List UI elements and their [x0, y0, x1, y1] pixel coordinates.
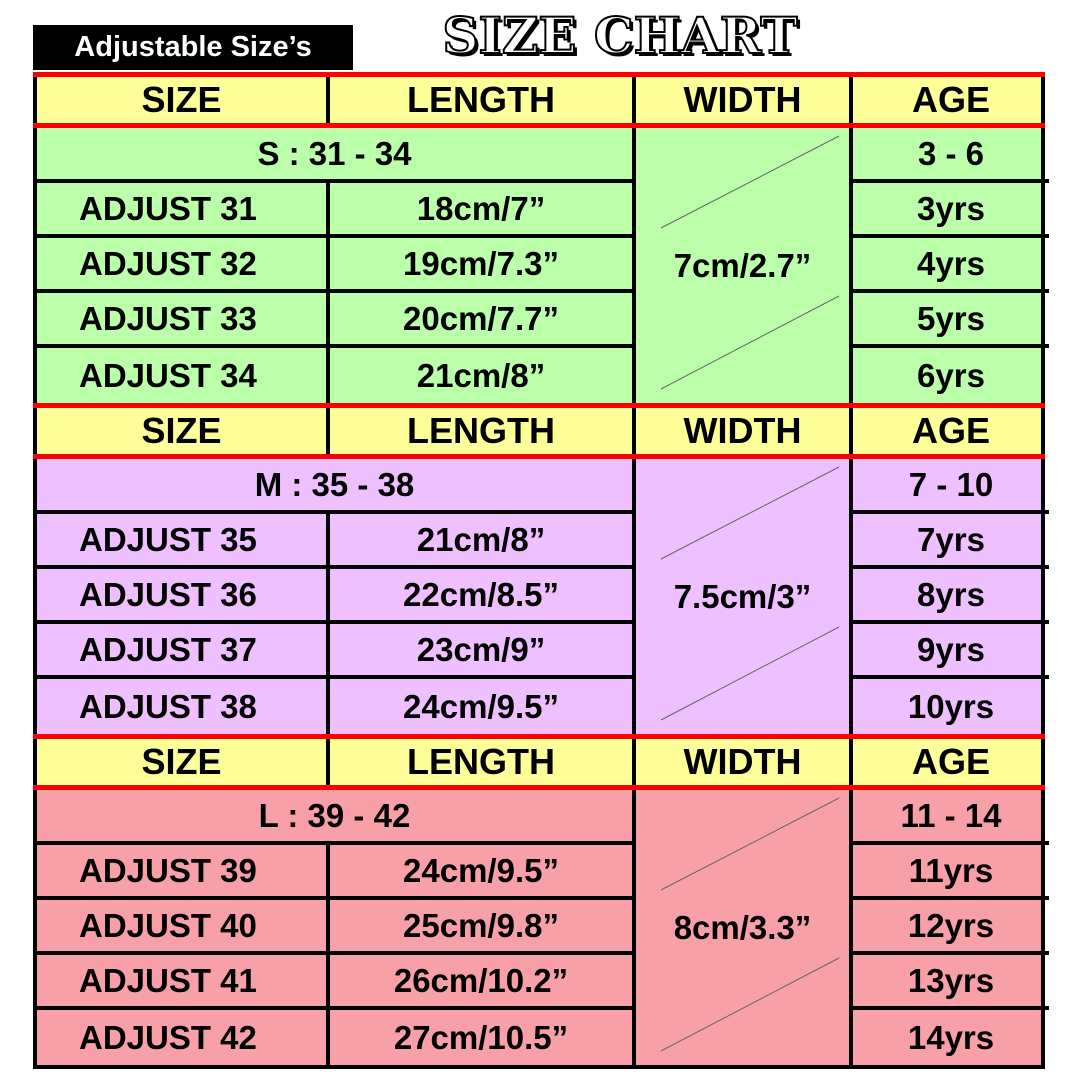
diagonal-lines	[660, 466, 840, 721]
size-chart-table: SIZE LENGTH WIDTH AGE S : 31 - 34 7cm/2.7” 3 -…	[33, 72, 1049, 1069]
section-l: L : 39 - 42 8cm/3.3” 11 - 14 ADJUST 39 24cm/…	[33, 790, 1049, 1065]
age-cell: 14yrs	[907, 1018, 995, 1056]
age-cell: 7yrs	[853, 514, 1049, 569]
age-cell: 10yrs	[907, 687, 995, 725]
size-cell: ADJUST 31	[37, 183, 330, 238]
age-cell: 12yrs	[853, 900, 1049, 955]
header-age: AGE	[911, 741, 990, 782]
size-cell: ADJUST 35	[37, 514, 330, 569]
length-cell: 26cm/10.2”	[330, 955, 636, 1010]
age-cell: 5yrs	[853, 293, 1049, 348]
separator-line	[33, 785, 1045, 790]
length-cell: 24cm/9.5”	[330, 679, 636, 734]
header-length: LENGTH	[330, 77, 636, 123]
age-cell: 11yrs	[853, 845, 1049, 900]
header-length: LENGTH	[330, 739, 636, 785]
age-range: 11 - 14	[853, 790, 1049, 845]
table-bottom-border	[33, 1065, 1045, 1069]
length-cell: 24cm/9.5”	[330, 845, 636, 900]
length-cell: 22cm/8.5”	[330, 569, 636, 624]
length-cell: 25cm/9.8”	[330, 900, 636, 955]
age-cell: 4yrs	[853, 238, 1049, 293]
size-cell: ADJUST 38	[37, 679, 330, 734]
length-cell: 21cm/8”	[330, 514, 636, 569]
size-cell: ADJUST 34	[37, 348, 330, 403]
size-cell: ADJUST 39	[37, 845, 330, 900]
size-cell: ADJUST 41	[37, 955, 330, 1010]
header-size: SIZE	[37, 77, 330, 123]
size-group-label: S : 31 - 34	[37, 128, 636, 183]
diagonal-lines	[660, 135, 840, 390]
size-cell: ADJUST 33	[37, 293, 330, 348]
separator-line	[33, 734, 1045, 739]
width-value: 8cm/3.3”	[636, 790, 853, 1065]
header-age: AGE	[911, 79, 990, 120]
header-age: AGE	[911, 410, 990, 451]
width-value: 7.5cm/3”	[636, 459, 853, 734]
header-row: SIZE LENGTH WIDTH AGE	[33, 739, 1045, 785]
header-row: SIZE LENGTH WIDTH AGE	[33, 408, 1045, 454]
header-size: SIZE	[37, 408, 330, 454]
header-width: WIDTH	[636, 408, 853, 454]
separator-line	[33, 454, 1045, 459]
header-size: SIZE	[37, 739, 330, 785]
length-cell: 20cm/7.7”	[330, 293, 636, 348]
age-cell: 3yrs	[853, 183, 1049, 238]
age-range: 7 - 10	[853, 459, 1049, 514]
width-text: 7.5cm/3”	[673, 577, 812, 615]
width-value: 7cm/2.7”	[636, 128, 853, 403]
section-s: S : 31 - 34 7cm/2.7” 3 - 6 ADJUST 31 18cm/7”…	[33, 128, 1049, 403]
age-cell: 13yrs	[853, 955, 1049, 1010]
length-cell: 21cm/8”	[330, 348, 636, 403]
adjustable-sizes-badge: Adjustable Size’s	[33, 25, 353, 70]
header-width: WIDTH	[636, 77, 853, 123]
size-cell: ADJUST 36	[37, 569, 330, 624]
size-cell: ADJUST 40	[37, 900, 330, 955]
section-m: M : 35 - 38 7.5cm/3” 7 - 10 ADJUST 35 21cm/8…	[33, 459, 1049, 734]
diagonal-lines	[660, 797, 840, 1052]
separator-line	[33, 123, 1045, 128]
width-text: 8cm/3.3”	[673, 908, 812, 946]
size-group-label: M : 35 - 38	[37, 459, 636, 514]
width-text: 7cm/2.7”	[673, 246, 812, 284]
length-cell: 23cm/9”	[330, 624, 636, 679]
length-cell: 18cm/7”	[330, 183, 636, 238]
age-cell: 6yrs	[917, 356, 985, 394]
size-group-label: L : 39 - 42	[37, 790, 636, 845]
size-cell: ADJUST 37	[37, 624, 330, 679]
age-cell: 8yrs	[853, 569, 1049, 624]
age-cell: 9yrs	[853, 624, 1049, 679]
separator-line	[33, 403, 1045, 408]
length-cell: 19cm/7.3”	[330, 238, 636, 293]
size-cell: ADJUST 42	[37, 1010, 330, 1065]
header-length: LENGTH	[330, 408, 636, 454]
size-cell: ADJUST 32	[37, 238, 330, 293]
separator-line	[33, 72, 1045, 77]
header-width: WIDTH	[636, 739, 853, 785]
age-range: 3 - 6	[853, 128, 1049, 183]
length-cell: 27cm/10.5”	[330, 1010, 636, 1065]
header-row: SIZE LENGTH WIDTH AGE	[33, 77, 1045, 123]
page-title: SIZE CHART	[441, 5, 798, 66]
